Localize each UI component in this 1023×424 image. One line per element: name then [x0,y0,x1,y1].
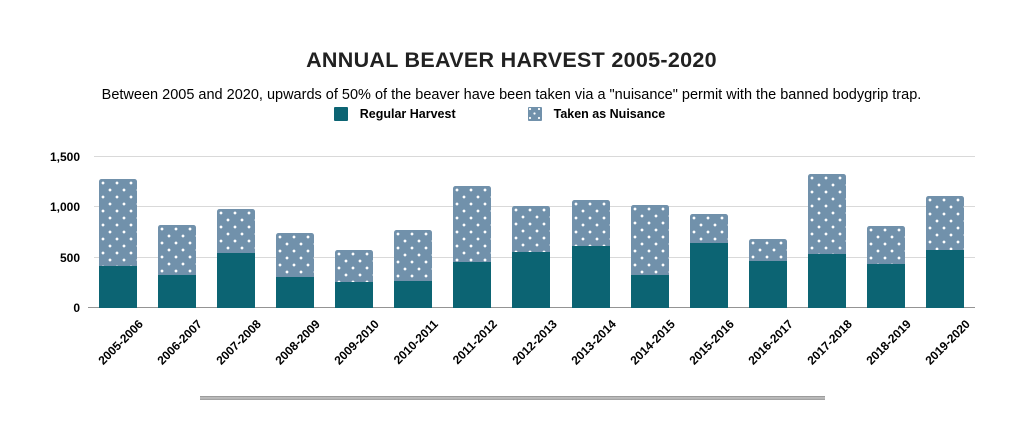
bar-segment-taken-as-nuisance [808,174,847,254]
x-tick-label: 2007-2008 [213,317,264,368]
bar-stack [926,196,965,308]
bar-stack [157,225,196,308]
bar-group-2009-2010 [325,249,384,308]
legend-item-taken-as-nuisance: Taken as Nuisance [527,107,666,121]
y-tick-label: 0 [73,301,80,315]
bar-segment-regular-harvest [808,253,847,308]
bar-group-2017-2018 [798,174,857,308]
chart-canvas: ANNUAL BEAVER HARVEST 2005-2020 Between … [0,48,1011,400]
bar-segment-taken-as-nuisance [157,225,196,275]
bar-segment-taken-as-nuisance [867,226,906,264]
bar-segment-regular-harvest [98,265,137,308]
x-tick-label: 2009-2010 [331,317,382,368]
bar-segment-taken-as-nuisance [335,249,374,283]
bar-segment-taken-as-nuisance [749,238,788,261]
x-tick-label: 2013-2014 [568,317,619,368]
bar-group-2012-2013 [502,206,561,308]
y-tick-label: 500 [59,250,80,265]
bar-group-2014-2015 [620,205,679,308]
bar-stack [571,199,610,308]
bar-segment-regular-harvest [867,263,906,308]
taken-as-nuisance-swatch-icon [527,107,542,121]
x-tick-label: 2016-2017 [745,317,796,368]
bar-stack [630,205,669,308]
bar-stack [749,238,788,308]
legend-label: Regular Harvest [359,107,456,121]
legend: Regular Harvest Taken as Nuisance [0,107,1011,121]
x-tick-label: 2012-2013 [508,317,560,368]
bar-stack [453,186,492,308]
bar-segment-regular-harvest [926,250,965,308]
x-tick-label: 2008-2009 [272,317,323,368]
plot-area [88,156,975,308]
bar-segment-taken-as-nuisance [571,199,610,246]
bar-segment-regular-harvest [216,253,255,308]
bar-group-2016-2017 [738,238,797,308]
bar-stack [867,226,906,308]
bar-group-2013-2014 [561,199,620,308]
legend-label: Taken as Nuisance [553,107,666,121]
bar-group-2015-2016 [679,213,738,308]
x-tick-label: 2018-2019 [863,317,915,368]
x-tick-label: 2017-2018 [804,317,856,368]
bar-group-2007-2008 [206,209,265,308]
horizontal-scrollbar[interactable] [200,396,825,400]
bar-group-2005-2006 [88,179,147,308]
bar-segment-regular-harvest [453,262,492,308]
bar-group-2010-2011 [384,229,443,308]
x-tick-label: 2019-2020 [922,317,974,368]
x-tick-label: 2006-2007 [154,317,205,368]
bar-stack [394,229,433,308]
bar-segment-regular-harvest [749,260,788,308]
bar-segment-taken-as-nuisance [689,213,728,244]
bar-segment-regular-harvest [630,274,669,308]
x-tick-label: 2010-2011 [391,317,442,368]
bar-segment-taken-as-nuisance [512,206,551,252]
bar-stack [98,179,137,308]
x-tick-label: 2015-2016 [686,317,737,368]
bar-segment-taken-as-nuisance [394,229,433,281]
bar-group-2018-2019 [857,226,916,308]
bar-stack [335,249,374,308]
bar-segment-regular-harvest [512,251,551,308]
bar-segment-taken-as-nuisance [98,179,137,266]
bar-segment-regular-harvest [394,280,433,308]
bar-segment-regular-harvest [571,245,610,308]
x-tick-label: 2005-2006 [94,317,146,368]
chart-subtitle: Between 2005 and 2020, upwards of 50% of… [101,87,922,103]
bar-segment-regular-harvest [689,243,728,308]
bar-stack [275,233,314,308]
bar-segment-taken-as-nuisance [630,205,669,275]
y-tick-label: 1,000 [49,200,80,215]
bar-group-2006-2007 [147,225,206,308]
x-tick-label: 2014-2015 [627,317,678,368]
bar-group-2019-2020 [916,196,975,308]
bar-group-2008-2009 [265,233,324,308]
bar-segment-regular-harvest [335,282,374,308]
y-tick-label: 1,500 [49,150,80,164]
bar-segment-regular-harvest [157,274,196,308]
bar-stack [808,174,847,308]
chart-title: ANNUAL BEAVER HARVEST 2005-2020 [306,48,717,72]
bar-segment-taken-as-nuisance [216,209,255,254]
bar-stack [512,206,551,308]
bar-segment-taken-as-nuisance [275,233,314,277]
bar-stack [216,209,255,308]
regular-harvest-swatch-icon [333,107,348,121]
legend-item-regular-harvest: Regular Harvest [333,107,456,121]
bar-segment-taken-as-nuisance [453,186,492,263]
bar-stack [689,213,728,308]
gridline [94,156,975,157]
x-tick-label: 2011-2012 [450,317,501,368]
bar-segment-regular-harvest [275,276,314,308]
bar-group-2011-2012 [443,186,502,308]
bar-segment-taken-as-nuisance [926,196,965,251]
